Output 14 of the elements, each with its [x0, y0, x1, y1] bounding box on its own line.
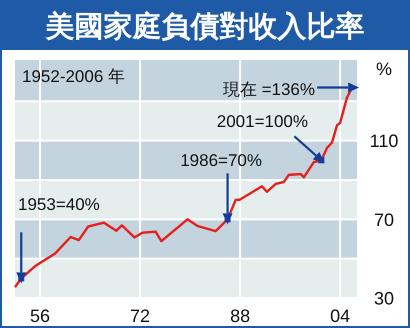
x-tick-label: 88 — [230, 306, 250, 326]
annotation: 1952-2006 年 — [22, 67, 126, 86]
chart-title: 美國家庭負債對收入比率 — [44, 9, 364, 43]
x-tick-label: 72 — [130, 306, 150, 326]
x-tick-label: 04 — [330, 306, 350, 326]
x-tick-label: 56 — [30, 306, 50, 326]
y-tick-label: 110 — [370, 131, 398, 152]
annotation: 1953=40% — [18, 195, 100, 214]
y-tick-label: 30 — [374, 288, 394, 308]
annotation: 2001=100% — [216, 112, 308, 131]
y-tick-label: 70 — [374, 210, 394, 230]
annotation: 1986=70% — [180, 151, 262, 170]
annotation: 現在 =136% — [222, 80, 315, 99]
y-axis-title: % — [376, 59, 392, 79]
